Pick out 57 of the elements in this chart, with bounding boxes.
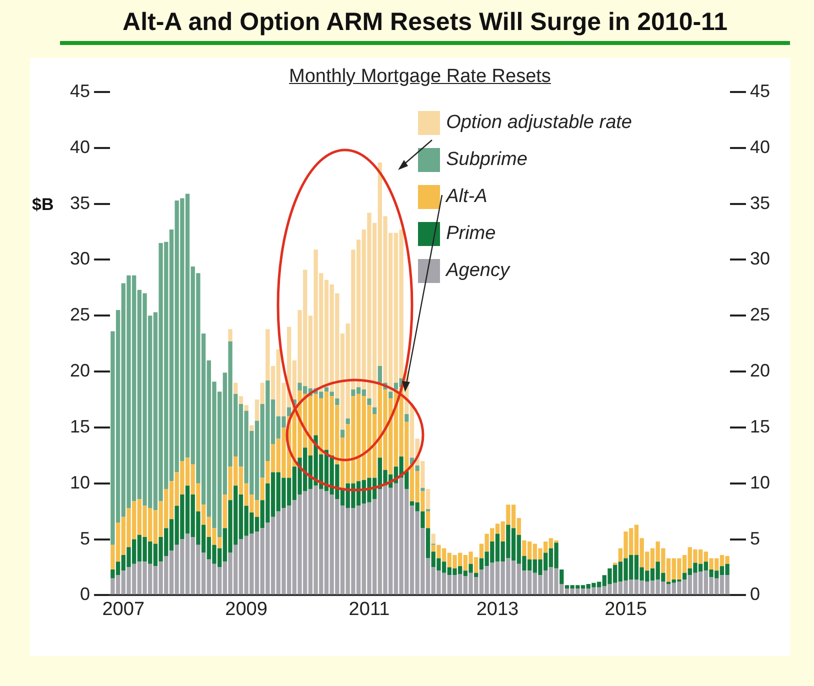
bar [426,488,430,510]
bar [346,418,350,424]
bar [474,572,478,578]
y-tick-label: 20 [70,360,90,381]
y-tick-label: 30 [70,248,90,269]
bar [250,425,254,431]
legend-label: Alt-A [446,186,488,208]
bar [420,488,425,492]
chart-title: Alt-A and Option ARM Resets Will Surge in 2010-11 [60,8,790,45]
x-tick-label: 2007 [102,598,145,620]
x-tick-label: 2013 [476,598,519,620]
bar [404,414,409,422]
y2-tick-label: 25 [750,304,770,325]
bar [234,382,238,394]
y-tick-label: 15 [70,416,90,436]
bar [388,392,393,398]
bar [228,329,232,342]
y-tick-label: 35 [70,192,90,213]
chart-subtitle: Monthly Mortgage Rate Resets [289,66,551,87]
bar [415,465,420,472]
bar [238,396,244,404]
legend-label: Option adjustable rate [446,112,632,134]
y2-tick-label: 5 [750,528,760,548]
bar [372,407,377,414]
bar [560,569,564,584]
bar [378,366,382,383]
legend-label: Prime [446,222,496,244]
y-tick-label: 10 [70,472,90,492]
bar [367,398,372,406]
y-tick-label: 25 [70,304,90,325]
bar [324,387,329,392]
x-tick-label: 2009 [225,598,268,620]
y-tick-label: 0 [80,584,90,604]
y2-tick-label: 20 [750,360,770,381]
bar [330,392,334,396]
y2-tick-label: 10 [750,472,770,492]
y2-tick-label: 45 [750,80,770,101]
y2-tick-label: 30 [750,248,770,269]
y2-tick-label: 40 [750,136,770,157]
legend-label: Subprime [446,148,528,170]
legend-label: Agency [446,260,510,282]
bar [426,511,430,528]
y-tick-label: 45 [70,80,90,101]
y2-tick-label: 15 [750,416,770,436]
bar [431,534,436,544]
bar [335,398,340,406]
y2-tick-label: 35 [750,192,770,213]
y2-tick-label: 0 [750,584,760,604]
y-tick-label: 5 [80,528,90,548]
x-tick-label: 2015 [604,598,647,620]
bar [286,407,292,416]
bar [244,405,248,411]
bar [420,511,425,528]
y-axis-title: $B [32,194,54,214]
bar [340,430,345,438]
y-tick-label: 40 [70,136,90,157]
x-tick-label: 2011 [348,598,390,620]
